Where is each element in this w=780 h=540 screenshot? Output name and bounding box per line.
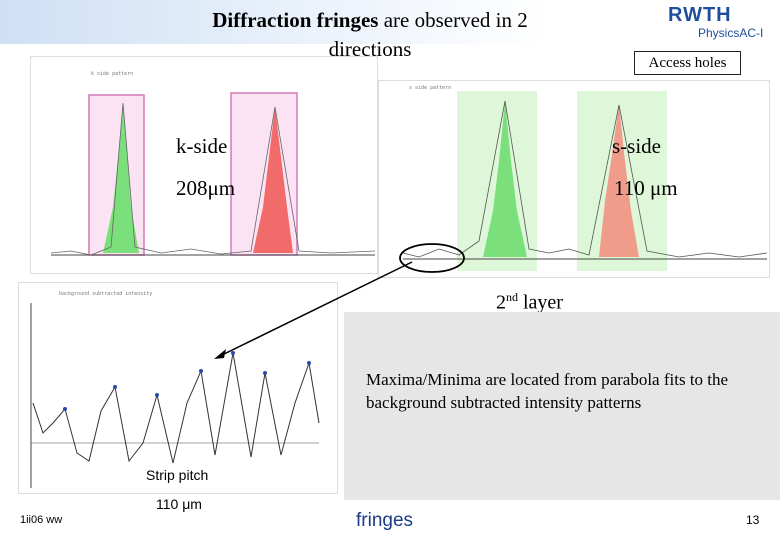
slide-title: Diffraction fringes are observed in 2 di… bbox=[200, 6, 540, 64]
k-plot-caption: k side pattern bbox=[91, 71, 133, 77]
k-size-label: 208μm bbox=[176, 176, 236, 200]
footer-left: 1ii06 ww bbox=[20, 514, 63, 526]
layer-superscript: nd bbox=[506, 290, 518, 304]
fringe-dot bbox=[307, 361, 311, 365]
fringe-dot bbox=[199, 369, 203, 373]
header-bar bbox=[0, 0, 780, 44]
logo-sub-text: PhysicsAC-I bbox=[698, 26, 764, 40]
fringe-dot bbox=[113, 385, 117, 389]
s-green-peak bbox=[483, 101, 527, 257]
fringe-dots bbox=[63, 351, 311, 411]
maxima-text: Maxima/Minima are located from parabola … bbox=[366, 370, 729, 412]
layer-label: 2nd layer bbox=[496, 290, 563, 315]
fringe-plot-caption: background subtracted intensity bbox=[59, 291, 152, 297]
s-size-label: 110 μm bbox=[614, 176, 678, 200]
s-salmon-peak bbox=[599, 105, 639, 257]
strip-pitch-value: 110 μm bbox=[156, 496, 202, 512]
page-number: 13 bbox=[746, 513, 760, 527]
explanation-panel bbox=[344, 312, 780, 500]
logo-main-text: RWTH bbox=[668, 4, 732, 26]
arrow-head bbox=[214, 349, 226, 359]
fringe-trace bbox=[32, 352, 320, 464]
s-side-label: s-side bbox=[612, 134, 661, 158]
k-side-plot: k side pattern bbox=[30, 56, 378, 274]
arrow-line bbox=[219, 261, 413, 357]
s-side-plot-graphic: s side pattern bbox=[402, 85, 768, 271]
fringe-plot-graphic: background subtracted intensity bbox=[30, 291, 320, 488]
s-trace bbox=[402, 100, 768, 258]
access-holes-box: Access holes bbox=[634, 51, 741, 75]
k-red-peak bbox=[253, 107, 293, 253]
footer-center: fringes bbox=[356, 510, 414, 531]
rwth-logo: RWTH PhysicsAC-I bbox=[668, 4, 778, 46]
fringe-dot bbox=[231, 351, 235, 355]
title-bold: Diffraction fringes bbox=[212, 8, 379, 32]
k-trace bbox=[50, 102, 376, 256]
s-plot-caption: s side pattern bbox=[409, 85, 451, 91]
layer-word: layer bbox=[518, 291, 563, 314]
layer-number: 2 bbox=[496, 291, 506, 314]
k-side-label: k-side bbox=[176, 134, 228, 158]
fringe-dot bbox=[63, 407, 67, 411]
fringe-dot bbox=[263, 371, 267, 375]
strip-pitch-label: Strip pitch bbox=[146, 467, 209, 483]
k-side-plot-graphic: k side pattern bbox=[50, 71, 376, 256]
fringe-plot: background subtracted intensity bbox=[18, 282, 338, 494]
fringe-dot bbox=[155, 393, 159, 397]
fringe-highlight-ellipse bbox=[399, 243, 465, 273]
k-green-peak bbox=[103, 103, 139, 253]
